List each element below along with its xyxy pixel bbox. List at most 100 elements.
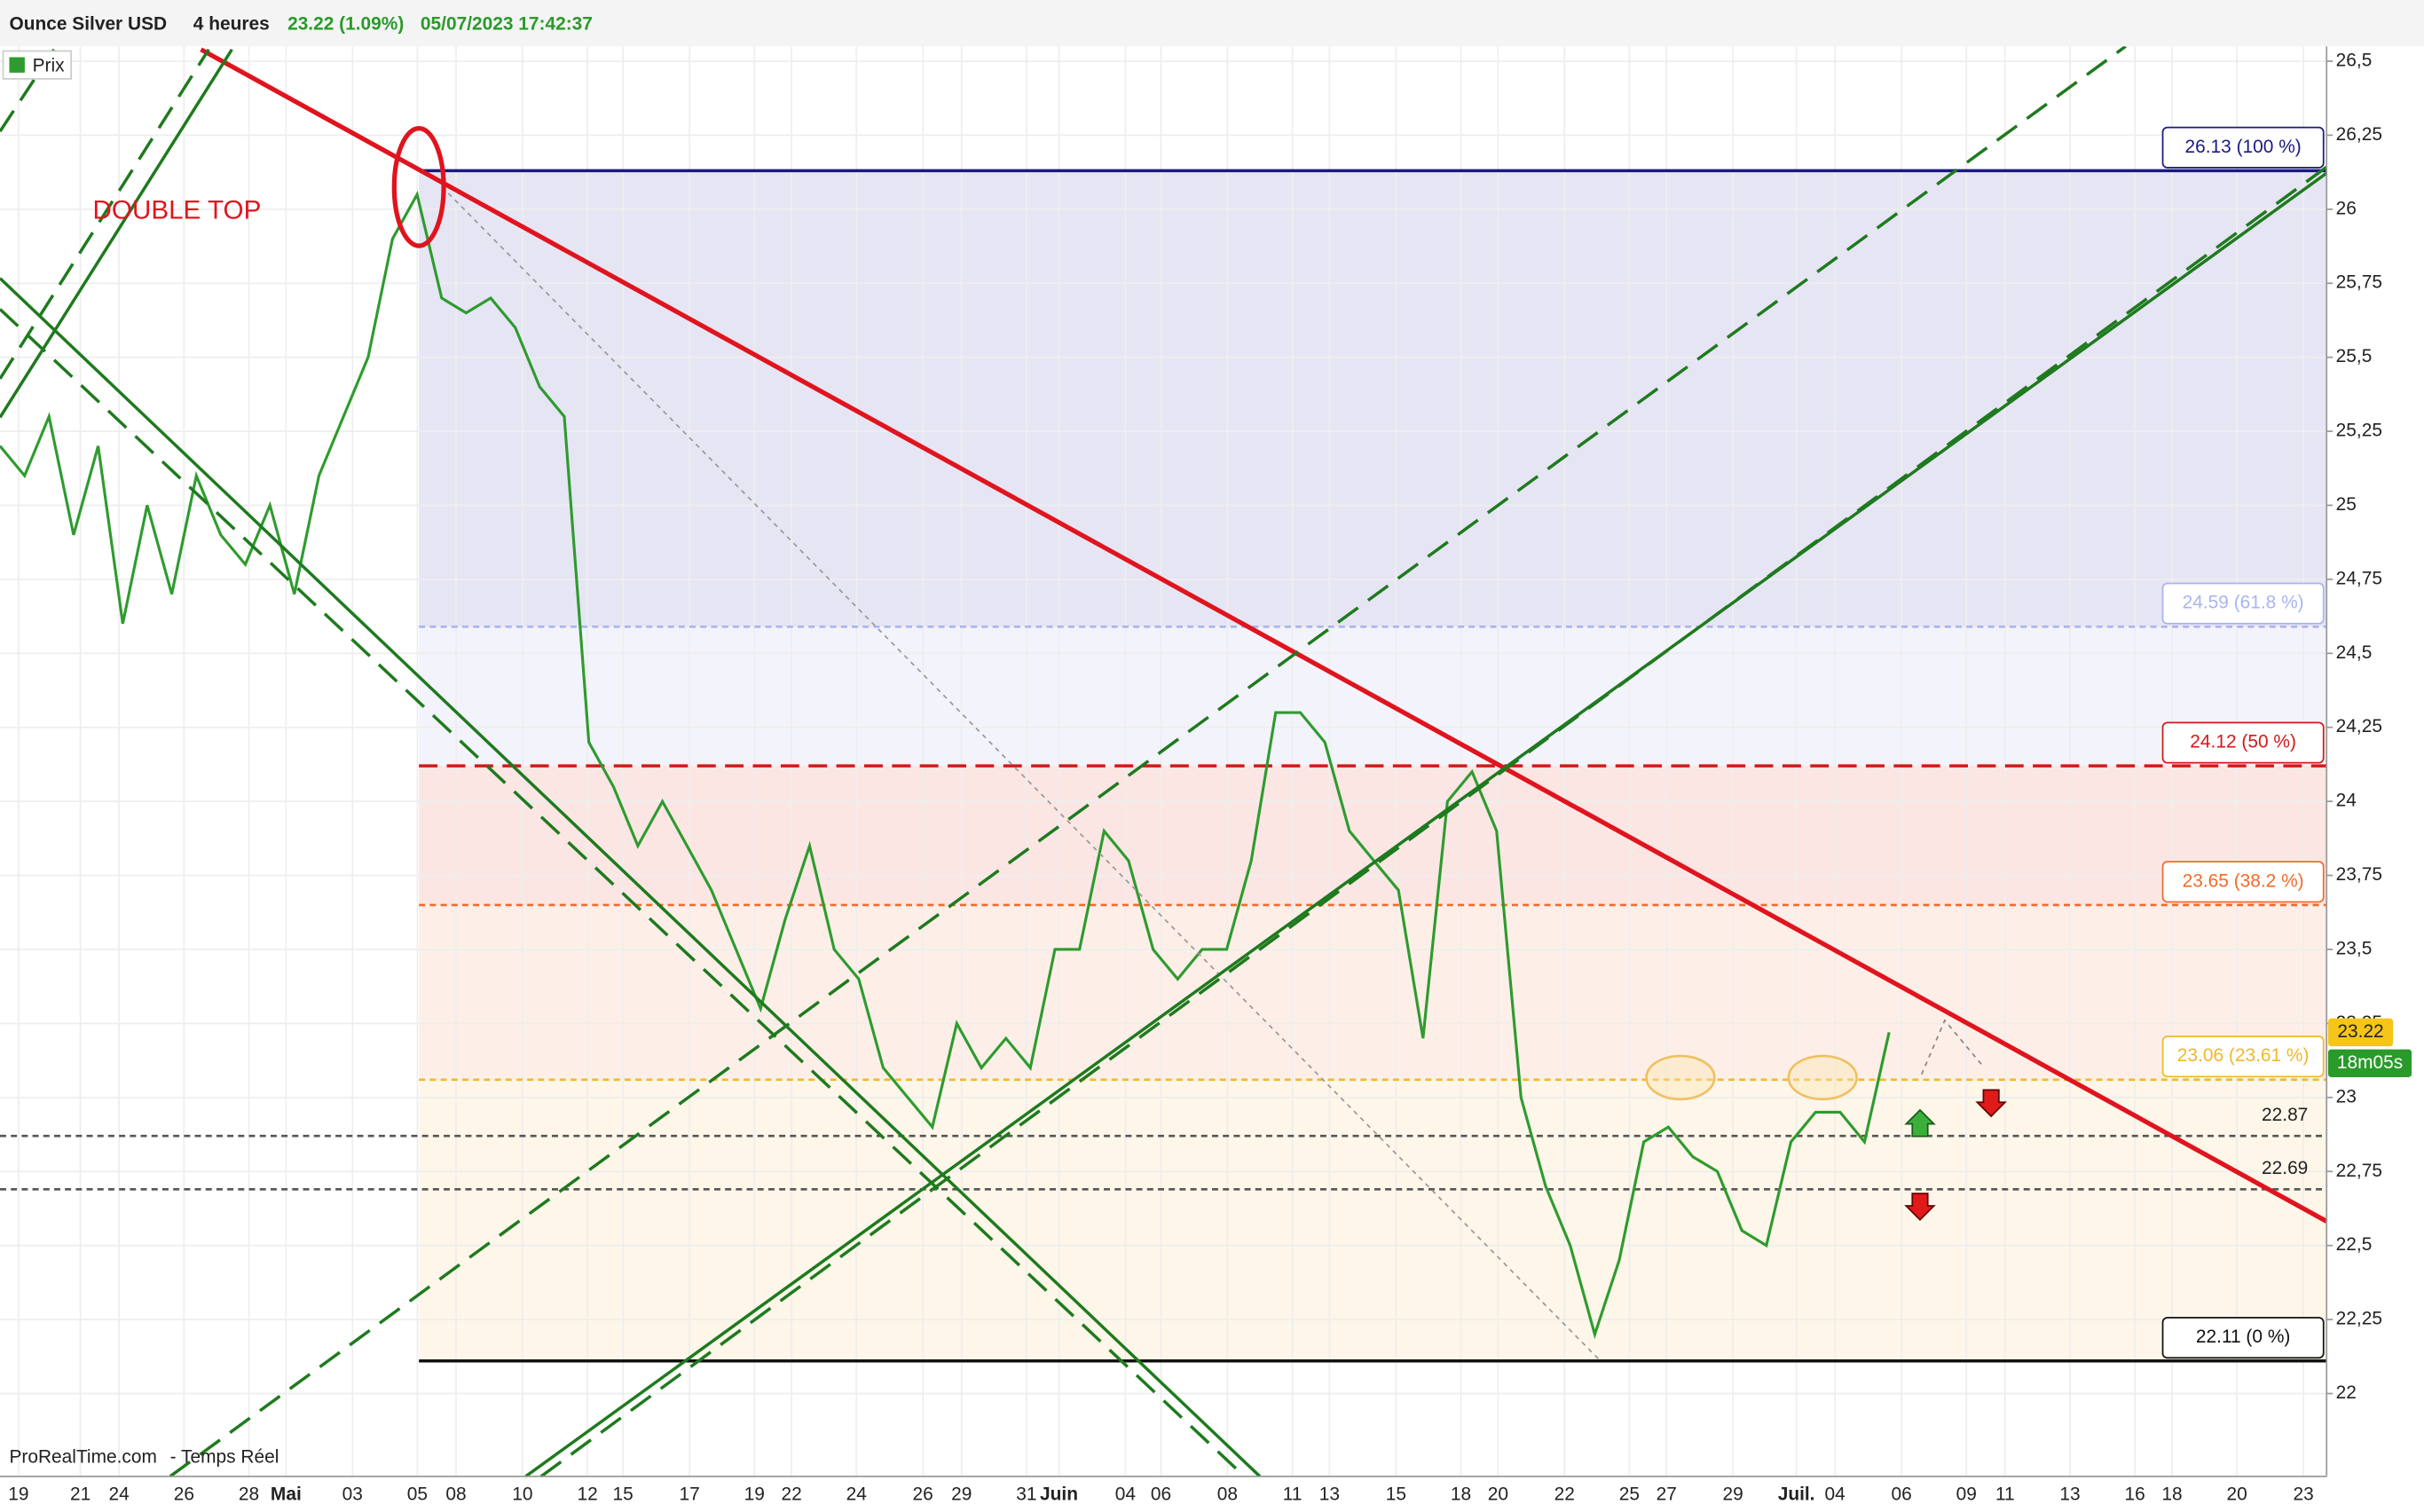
- y-tick-label: 22,75: [2336, 1161, 2382, 1181]
- support-label: 22.69: [2262, 1158, 2308, 1178]
- fib-zone: [419, 904, 2327, 1080]
- x-tick-label: 06: [1151, 1484, 1171, 1504]
- price: [0, 190, 1891, 1340]
- x-tick-label: 19: [744, 1484, 765, 1504]
- x-tick-label: 19: [8, 1484, 28, 1504]
- source: ProRealTime.com: [9, 1447, 156, 1468]
- last-price-label: 23.22: [2337, 1021, 2383, 1042]
- y-tick-label: 25,5: [2336, 346, 2373, 366]
- x-tick-label: 08: [1217, 1484, 1238, 1504]
- y-tick-label: 25,75: [2336, 272, 2382, 293]
- x-tick-label: 22: [1554, 1484, 1575, 1504]
- projection: [1920, 1019, 1985, 1075]
- x-tick-label: 25: [1619, 1484, 1640, 1504]
- last-price-box: [2327, 1018, 2394, 1047]
- fib-label-box: [2161, 861, 2325, 903]
- x-tick-label: 27: [1657, 1484, 1677, 1504]
- x-tick-label: 05: [407, 1484, 428, 1504]
- y-tick-label: 23,5: [2336, 938, 2373, 958]
- countdown-box: [2327, 1049, 2412, 1077]
- price-line: [0, 190, 1891, 1340]
- y-tick-label: 25: [2336, 494, 2357, 515]
- x-tick-label: 10: [512, 1484, 532, 1504]
- y-tick-label: 24: [2336, 791, 2357, 811]
- x-tick-label: 11: [1995, 1484, 2015, 1504]
- x-tick-label: 08: [445, 1484, 466, 1504]
- x-tick-label: 28: [239, 1484, 259, 1504]
- fib-zone: [419, 766, 2327, 905]
- x-tick-label: 21: [70, 1484, 91, 1504]
- green-trend: [169, 44, 2127, 1478]
- support-label: 22.87: [2262, 1105, 2308, 1125]
- fib-label-box: [2161, 126, 2325, 169]
- change: 23.22 (1.09%): [287, 13, 404, 34]
- fib-label: 22.11 (0 %): [2196, 1327, 2290, 1347]
- x-tick-label: Mai: [271, 1484, 302, 1504]
- y-tick-label: 23: [2336, 1086, 2357, 1106]
- x-tick-label: 18: [1451, 1484, 1471, 1504]
- header-bar: [0, 0, 2424, 47]
- y-tick-label: 22,5: [2336, 1234, 2373, 1255]
- legend-swatch: [9, 57, 25, 73]
- green-trend: [0, 308, 1246, 1478]
- x-tick-label: 20: [2227, 1484, 2247, 1504]
- datetime: 05/07/2023 17:42:37: [421, 13, 593, 34]
- fib-zone: [419, 1079, 2327, 1361]
- y-tick-label: 24,25: [2336, 716, 2382, 736]
- resistance-mark: [1787, 1054, 1858, 1101]
- levels: 26.13 (100 %) 24.59 (61.8 %) 24.12 (50 %) 2…: [0, 126, 2327, 1363]
- symbol: Ounce Silver USD: [9, 13, 167, 34]
- x-tick-label: 31: [1016, 1484, 1036, 1504]
- green-trend: [0, 277, 1262, 1478]
- y-tick-label: 22,25: [2336, 1309, 2382, 1329]
- fib-label: 26.13 (100 %): [2185, 137, 2302, 157]
- fib-diagonal: [447, 193, 1601, 1361]
- y-tick-label: 26,5: [2336, 50, 2373, 70]
- x-tick-label: 20: [1488, 1484, 1508, 1504]
- y-tick-label: 23,75: [2336, 864, 2382, 885]
- fib-label: 24.59 (61.8 %): [2183, 593, 2304, 613]
- fib-label: 23.06 (23.61 %): [2177, 1045, 2310, 1066]
- x-tick-label: 15: [613, 1484, 634, 1504]
- arrow-up: [1904, 1108, 1936, 1138]
- x-tick-label: 26: [913, 1484, 933, 1504]
- x-tick-label: Juil.: [1778, 1484, 1815, 1504]
- axes: 2222,2522,522,752323,2523,523,752424,252…: [8, 50, 2412, 1504]
- countdown: 18m05s: [2337, 1052, 2403, 1073]
- x-tick-label: 03: [342, 1484, 363, 1504]
- fib-label-box: [2161, 721, 2325, 764]
- x-tick-label: 12: [577, 1484, 597, 1504]
- x-tick-label: 13: [1319, 1484, 1340, 1504]
- trend-lines: [0, 44, 2328, 1478]
- y-tick-label: 24,5: [2336, 642, 2373, 663]
- x-tick-label: 17: [679, 1484, 699, 1504]
- x-tick-label: 29: [1723, 1484, 1743, 1504]
- top-circle: [391, 126, 446, 248]
- green-trend: [0, 48, 210, 380]
- grid: [0, 46, 2327, 1477]
- fib-zone: [419, 170, 2327, 627]
- x-tick-label: 15: [1386, 1484, 1406, 1504]
- arrow-down: [1904, 1193, 1936, 1221]
- y-tick-label: 26,25: [2336, 124, 2382, 145]
- x-tick-label: 24: [109, 1484, 130, 1504]
- green-trend: [524, 171, 2328, 1478]
- x-tick-label: 11: [1283, 1484, 1303, 1504]
- x-tick-label: Juin: [1040, 1484, 1078, 1504]
- x-tick-label: 22: [781, 1484, 801, 1504]
- arrow-down: [1975, 1089, 2007, 1118]
- x-tick-label: 29: [951, 1484, 972, 1504]
- x-tick-label: 23: [2293, 1484, 2313, 1504]
- legend-label: Prix: [33, 55, 66, 75]
- x-tick-label: 06: [1891, 1484, 1911, 1504]
- y-tick-label: 24,75: [2336, 568, 2382, 588]
- y-tick-label: 22: [2336, 1382, 2357, 1403]
- y-tick-label: 26: [2336, 198, 2357, 218]
- x-tick-label: 13: [2059, 1484, 2080, 1504]
- x-tick-label: 18: [2161, 1484, 2182, 1504]
- fib-label-box: [2161, 1036, 2325, 1078]
- x-tick-label: 24: [846, 1484, 867, 1504]
- x-tick-label: 16: [2125, 1484, 2145, 1504]
